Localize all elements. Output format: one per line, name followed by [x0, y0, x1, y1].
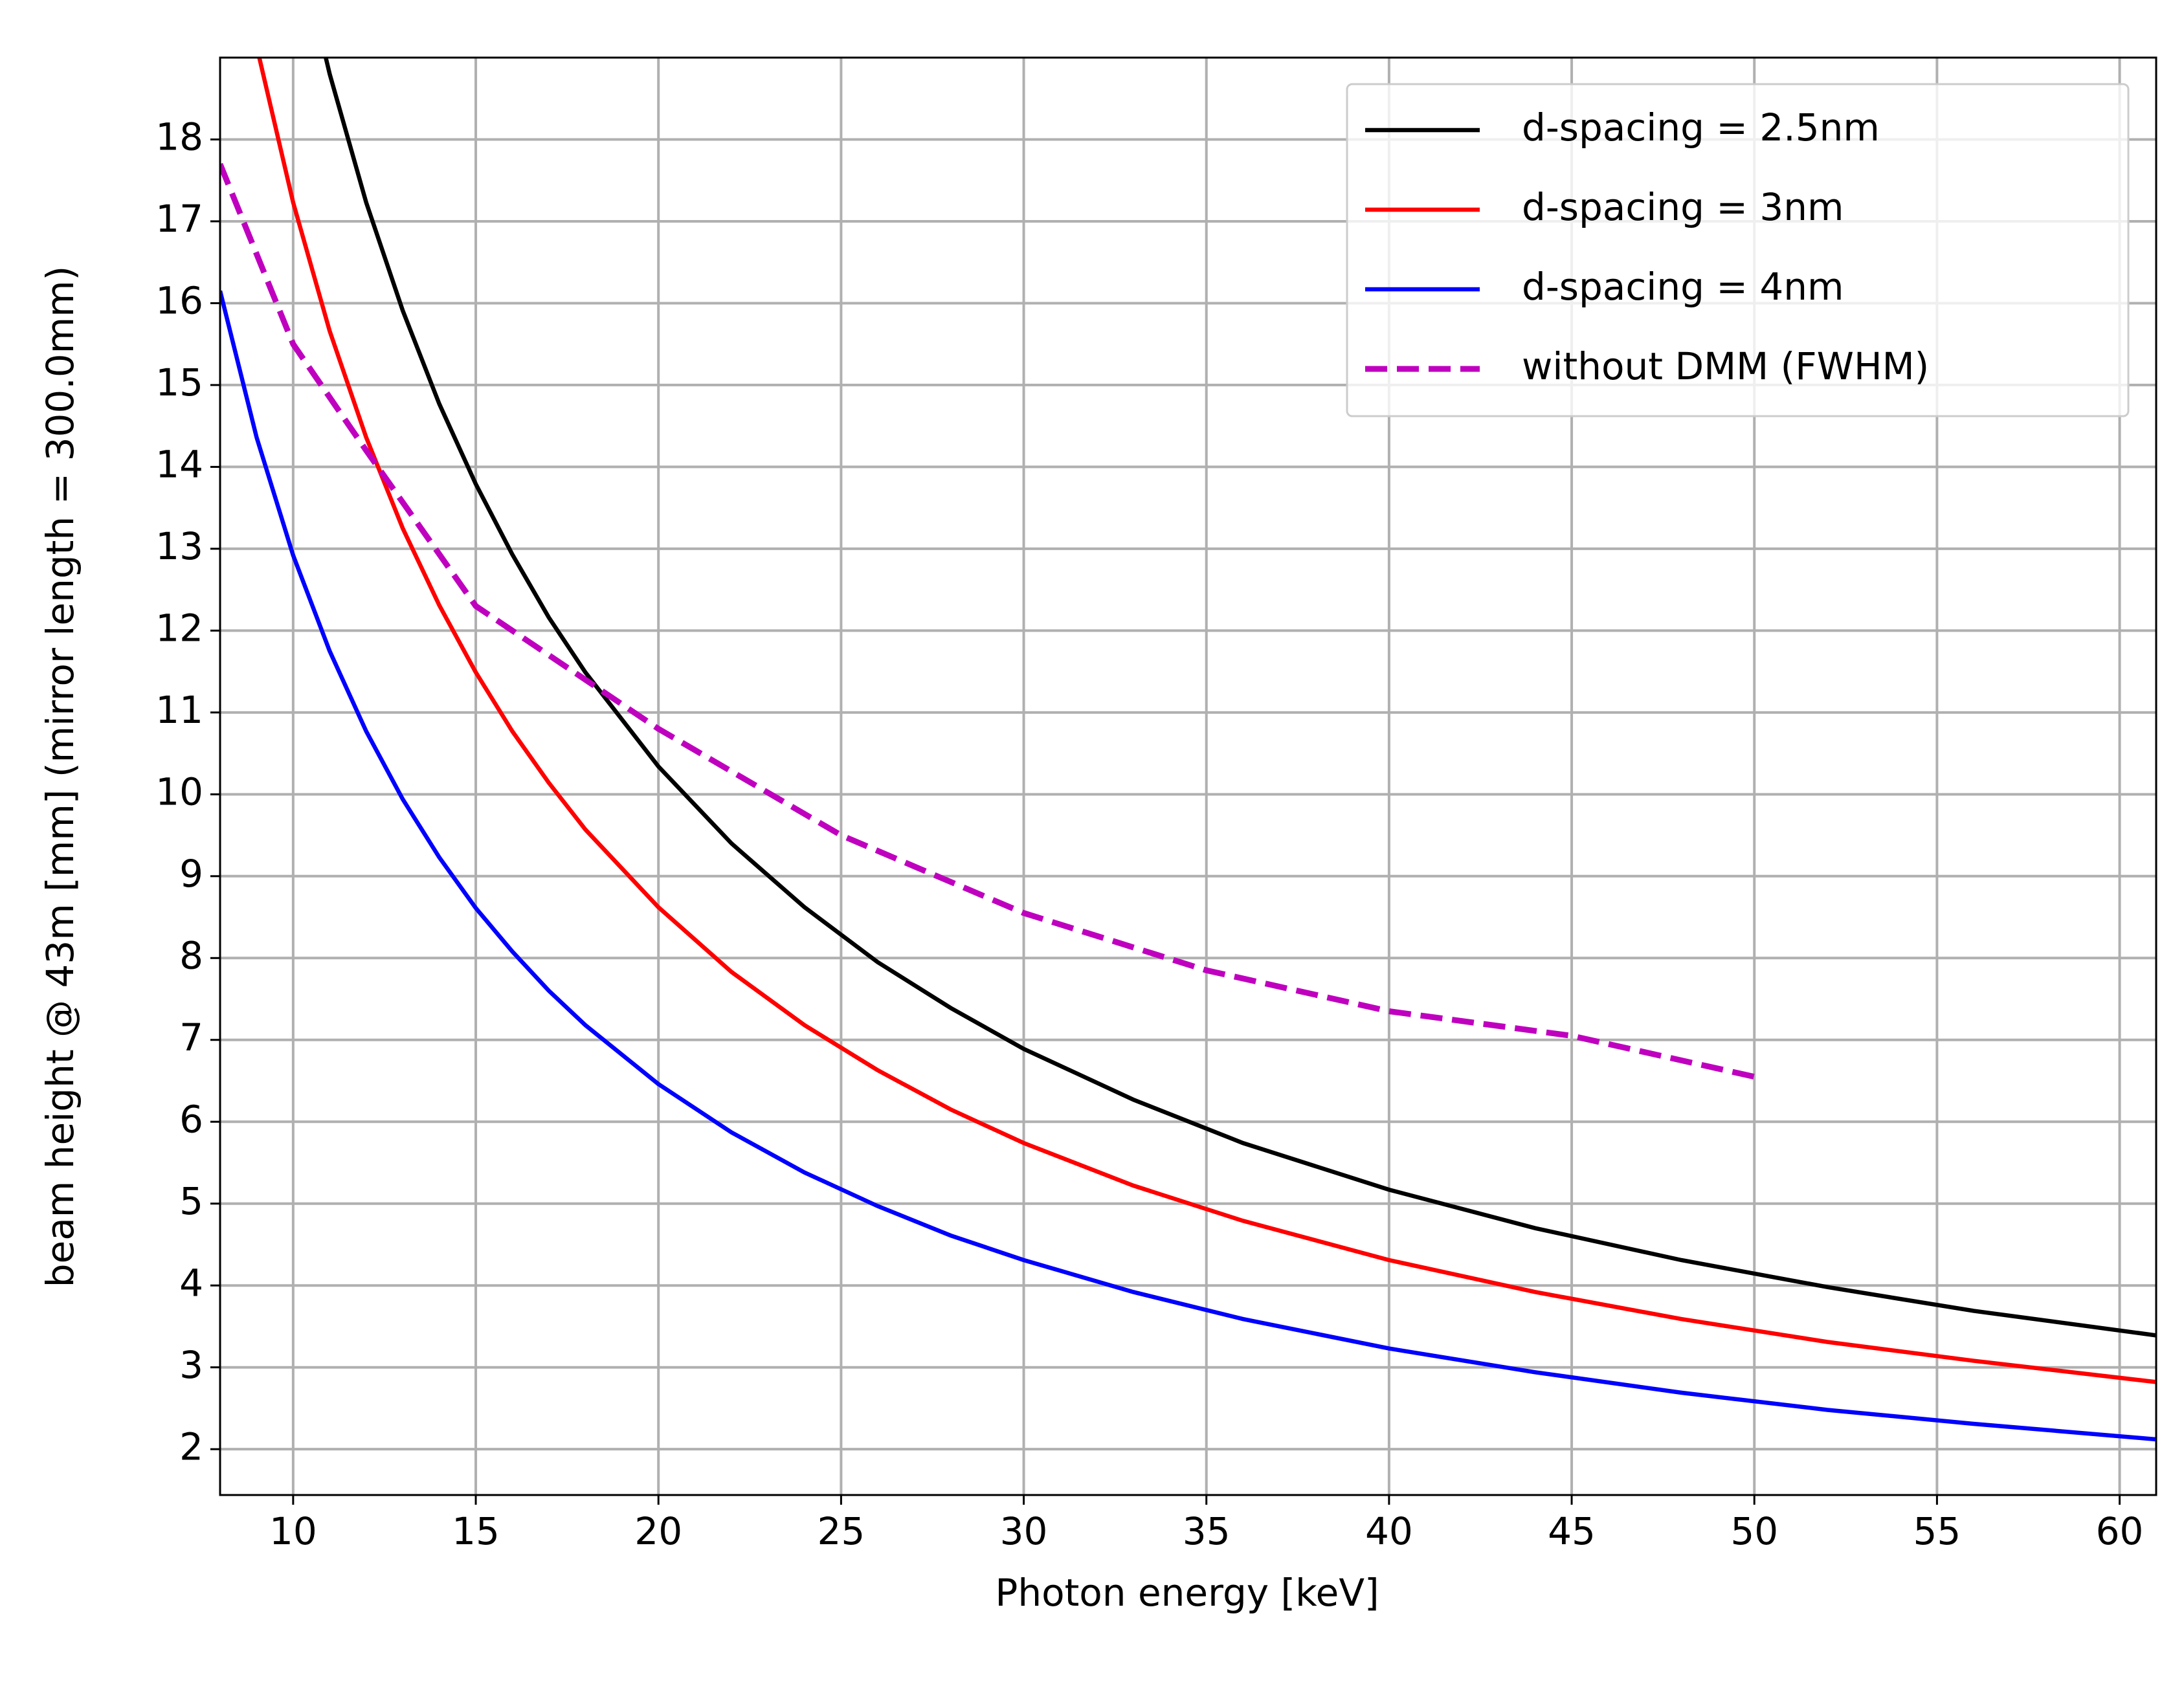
legend-label: without DMM (FWHM)	[1522, 344, 1929, 388]
x-tick-label: 35	[1183, 1509, 1231, 1553]
series-line	[323, 58, 2156, 1338]
x-tick-label: 10	[269, 1509, 317, 1553]
x-tick-label: 25	[817, 1509, 865, 1553]
y-axis-label: beam height @ 43m [mm] (mirror length = …	[38, 266, 82, 1288]
y-tick-label: 4	[179, 1261, 203, 1305]
y-tick-label: 7	[179, 1015, 203, 1059]
legend-label: d-spacing = 3nm	[1522, 185, 1844, 229]
y-tick-label: 9	[179, 852, 203, 896]
y-tick-label: 16	[155, 279, 203, 323]
legend-box	[1346, 83, 2130, 417]
y-tick-label: 10	[155, 770, 203, 814]
legend-label: d-spacing = 4nm	[1522, 265, 1844, 309]
y-tick-label: 11	[155, 688, 203, 732]
y-tick-label: 14	[155, 443, 203, 487]
series-line	[257, 58, 2156, 1384]
x-tick-label: 60	[2096, 1509, 2144, 1553]
y-tick-label: 5	[179, 1179, 203, 1223]
y-tick-label: 17	[155, 197, 203, 241]
y-tick-label: 18	[155, 115, 203, 159]
x-tick-label: 15	[452, 1509, 500, 1553]
y-tick-label: 15	[155, 360, 203, 404]
legend-label: d-spacing = 2.5nm	[1522, 105, 1880, 150]
y-tick-label: 2	[179, 1424, 203, 1468]
series-line	[220, 290, 2156, 1442]
y-tick-label: 8	[179, 933, 203, 977]
y-tick-label: 3	[179, 1343, 203, 1387]
x-tick-label: 50	[1730, 1509, 1778, 1553]
x-tick-label: 30	[1000, 1509, 1048, 1553]
y-tick-label: 6	[179, 1097, 203, 1141]
plot-area	[220, 58, 2156, 1442]
plot-frame	[219, 56, 2157, 1496]
x-tick-label: 40	[1365, 1509, 1413, 1553]
x-tick-label: 55	[1913, 1509, 1961, 1553]
x-tick-label: 20	[634, 1509, 682, 1553]
y-tick-label: 13	[155, 524, 203, 568]
x-axis-label: Photon energy [keV]	[995, 1571, 1379, 1615]
y-tick-label: 12	[155, 606, 203, 650]
x-tick-label: 45	[1548, 1509, 1596, 1553]
